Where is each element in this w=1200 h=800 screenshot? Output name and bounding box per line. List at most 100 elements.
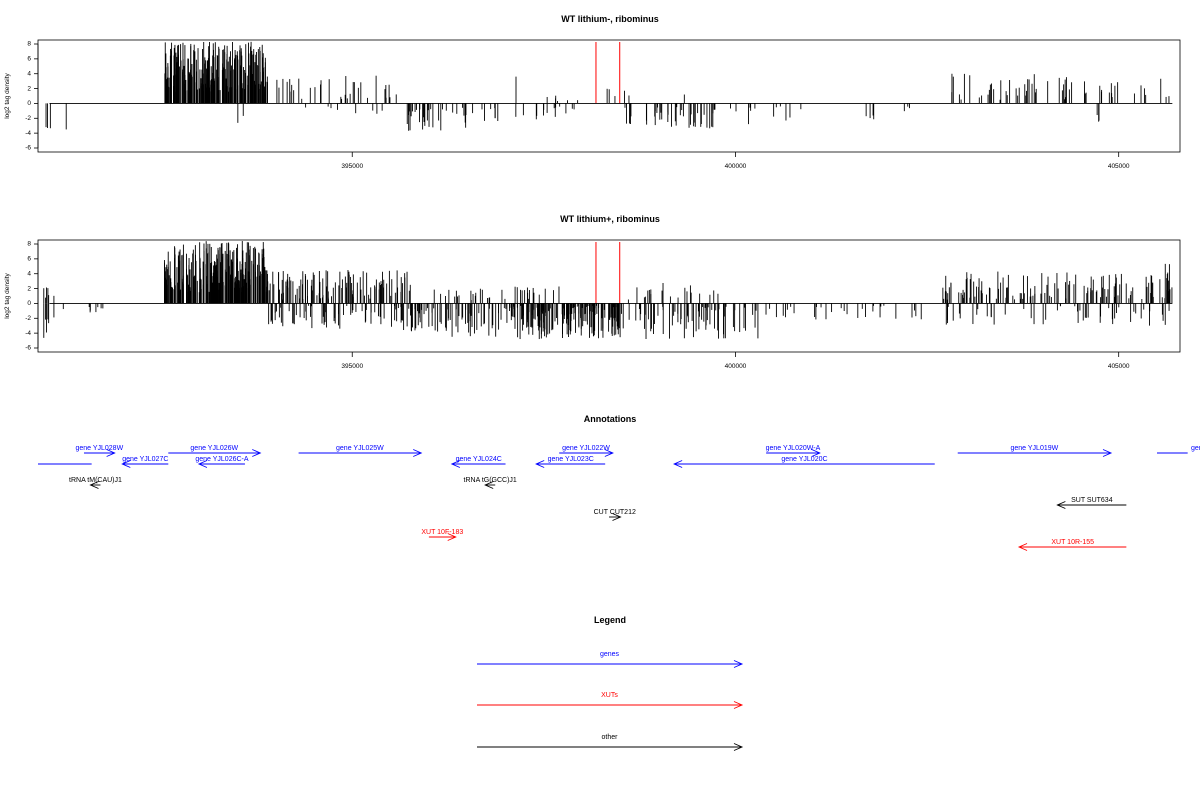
panel-2-y-tick: -2 — [25, 315, 38, 322]
panel-2-y-tick: 6 — [27, 256, 38, 263]
panel-2-y-tick-label: 8 — [27, 241, 31, 248]
annotation-label: gene YJL026C-A — [195, 456, 249, 463]
legend-entry: XUTs — [477, 692, 744, 709]
panel-2-y-axis: -6 -4 -2 0 2 4 6 8 — [25, 241, 39, 352]
annotation-label: gene YJL020W-A — [766, 445, 821, 452]
panel-2-y-tick-label: 6 — [27, 256, 31, 263]
panel-1-y-tick-label: -6 — [25, 145, 31, 152]
panel-2-x-tick: 405000 — [1108, 352, 1130, 370]
annotation-features: gene YJL028W gene YJL027C gene YJL026W gene… — [38, 445, 1200, 551]
annotation-feature: gene YJL019W — [957, 445, 1113, 457]
panel-1-y-tick: -4 — [25, 130, 38, 137]
panel-1-y-tick-label: -2 — [25, 115, 31, 122]
panel-1-x-tick-label: 395000 — [341, 163, 363, 170]
annotation-feature: CUT CUT212 — [594, 509, 636, 521]
panel-1-y-tick: 4 — [27, 70, 38, 77]
annotation-label: gene YJL019W — [1011, 445, 1059, 452]
annotation-label: gene YJL025W — [336, 445, 384, 452]
panel-1-x-axis: 395000 400000 405000 — [341, 152, 1130, 170]
annotation-feature: tRNA tG(GCC)J1 — [464, 477, 517, 489]
panel-2-y-tick-label: 2 — [27, 285, 31, 292]
panel-1-y-tick-label: -4 — [25, 130, 31, 137]
panel-2-x-tick-label: 400000 — [725, 363, 747, 370]
panel-2-x-tick: 400000 — [725, 352, 747, 370]
panel-1-y-tick-label: 6 — [27, 56, 31, 63]
panel-1-y-tick-label: 2 — [27, 85, 31, 92]
panel-1-y-tick: 0 — [27, 100, 38, 107]
annotation-label: tRNA tG(GCC)J1 — [464, 477, 517, 484]
legend-label: genes — [600, 651, 620, 658]
legend-entries: genes XUTs other — [477, 651, 744, 751]
panel-2-y-tick: 2 — [27, 285, 38, 292]
panel-1-y-tick: 2 — [27, 85, 38, 92]
annotation-feature: gene YJL020C — [673, 456, 935, 468]
panel-2-y-tick: 4 — [27, 270, 38, 277]
panel-2-y-tick-label: -2 — [25, 315, 31, 322]
annotation-label: XUT 10F-183 — [421, 529, 463, 536]
annotation-label: gene YJL026W — [190, 445, 238, 452]
panel-1-x-tick: 395000 — [341, 152, 363, 170]
annotation-label: CUT CUT212 — [594, 509, 636, 516]
panel-1-y-axis-label: log2 tag density — [4, 72, 11, 118]
panel-1-x-tick: 405000 — [1108, 152, 1130, 170]
annotation-label: tRNA tM(CAU)J1 — [69, 477, 122, 484]
panel-2-density-bars — [43, 241, 1173, 340]
annotation-feature: gene YJ — [1157, 445, 1200, 454]
annotations-title: Annotations — [584, 414, 637, 424]
panel-2-y-tick-label: -6 — [25, 345, 31, 352]
panel-1-y-tick: 6 — [27, 56, 38, 63]
panel-1-markers — [595, 42, 621, 104]
density-panel-1: WT lithium-, ribominus -6 -4 -2 0 2 4 6 … — [4, 14, 1181, 170]
panel-2-y-tick-label: 4 — [27, 270, 31, 277]
annotation-feature: gene YJL023C — [535, 456, 606, 468]
annotation-feature: gene YJL027C — [121, 456, 168, 468]
panel-2-y-tick: -6 — [25, 345, 38, 352]
legend-title: Legend — [594, 615, 626, 625]
panel-1-y-axis: -6 -4 -2 0 2 4 6 8 — [25, 41, 39, 152]
annotation-feature: gene YJL028W — [75, 445, 124, 457]
annotation-label: gene YJL020C — [781, 456, 827, 463]
panel-1-density-bars — [45, 41, 1170, 131]
panel-2-x-tick: 395000 — [341, 352, 363, 370]
annotation-feature: XUT 10F-183 — [421, 529, 463, 541]
panel-1-y-tick: -2 — [25, 115, 38, 122]
annotation-label: gene YJL024C — [456, 456, 502, 463]
panel-1-y-tick-label: 0 — [27, 100, 31, 107]
panel-2-x-tick-label: 395000 — [341, 363, 363, 370]
annotation-label: gene YJL022W — [562, 445, 610, 452]
density-panel-2: WT lithium+, ribominus -6 -4 -2 0 2 4 6 … — [4, 214, 1181, 370]
panel-2-markers — [595, 242, 621, 304]
panel-2-y-tick: -4 — [25, 330, 38, 337]
panel-1-y-tick-label: 8 — [27, 41, 31, 48]
annotation-label: SUT SUT634 — [1071, 497, 1113, 504]
panel-1-title: WT lithium-, ribominus — [561, 14, 659, 24]
panel-2-y-tick-label: -4 — [25, 330, 31, 337]
annotation-label: gene YJ — [1191, 445, 1200, 452]
panel-1-x-tick-label: 405000 — [1108, 163, 1130, 170]
panel-2-y-tick: 0 — [27, 300, 38, 307]
legend-label: XUTs — [601, 692, 618, 699]
panel-1-x-tick: 400000 — [725, 152, 747, 170]
annotation-label: XUT 10R-155 — [1051, 539, 1094, 546]
legend: Legend genes XUTs other — [477, 615, 744, 751]
panel-2-title: WT lithium+, ribominus — [560, 214, 660, 224]
annotation-label: gene YJL027C — [122, 456, 168, 463]
panel-2-y-tick: 8 — [27, 241, 38, 248]
panel-2-y-tick-label: 0 — [27, 300, 31, 307]
panel-1-x-tick-label: 400000 — [725, 163, 747, 170]
panel-1-y-tick: -6 — [25, 145, 38, 152]
panel-2-x-tick-label: 405000 — [1108, 363, 1130, 370]
legend-entry: genes — [477, 651, 744, 668]
annotation-feature: gene YJL024C — [450, 456, 506, 468]
panel-2-y-axis-label: log2 tag density — [4, 272, 11, 318]
annotation-feature: gene YJL020W-A — [766, 445, 821, 457]
annotation-feature: gene YJL025W — [298, 445, 423, 457]
panel-2-x-axis: 395000 400000 405000 — [341, 352, 1130, 370]
annotation-feature: XUT 10R-155 — [1017, 539, 1127, 551]
annotation-feature: SUT SUT634 — [1056, 497, 1127, 509]
annotation-feature: tRNA tM(CAU)J1 — [69, 477, 122, 489]
annotation-feature: gene YJL026C-A — [195, 456, 249, 468]
legend-label: other — [602, 734, 619, 741]
